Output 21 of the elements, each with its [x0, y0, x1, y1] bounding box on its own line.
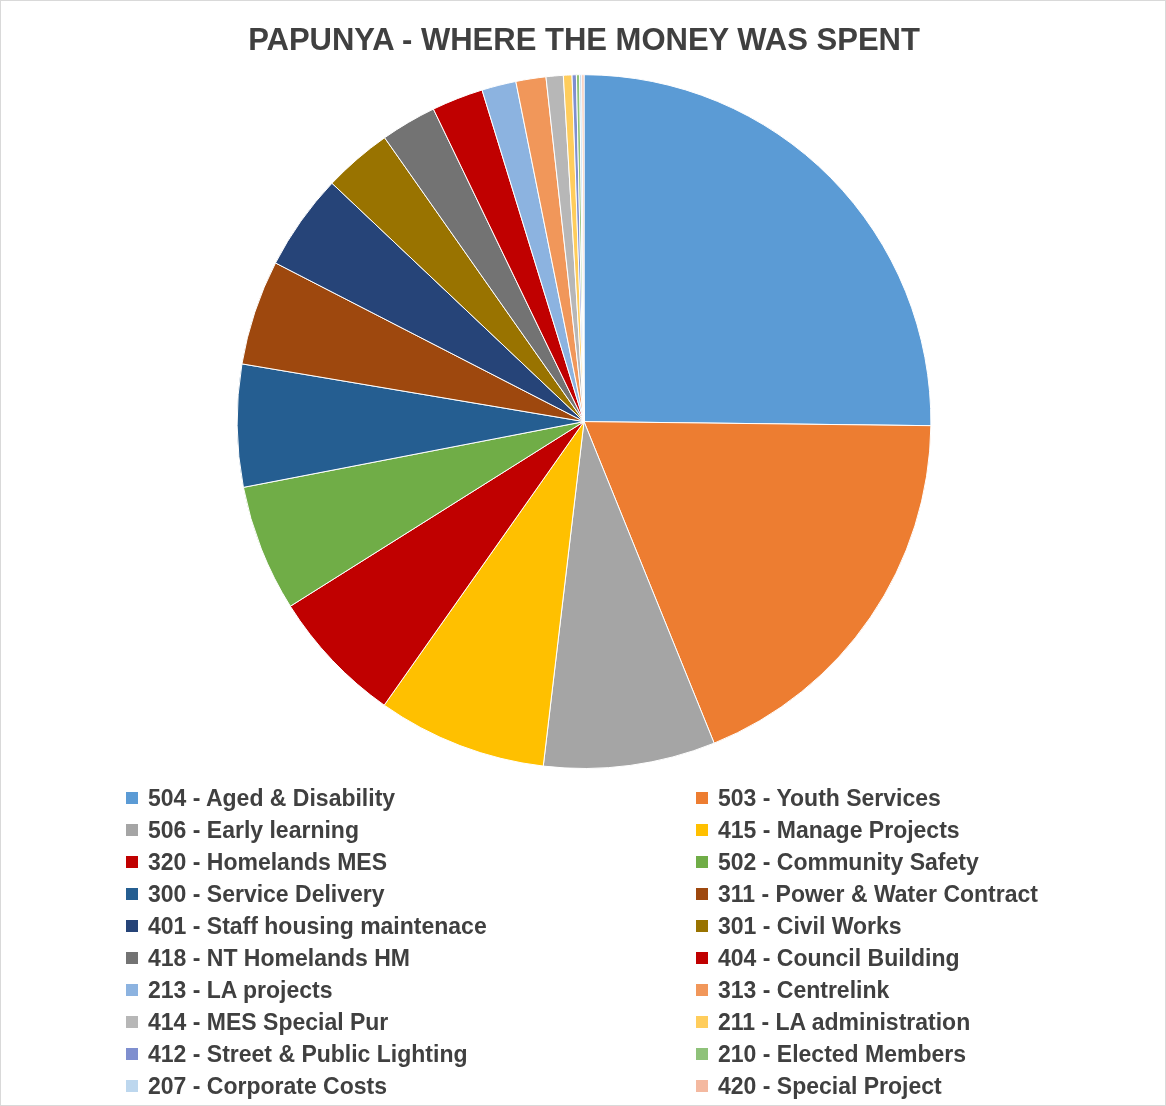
legend-label: 506 - Early learning	[148, 816, 359, 844]
legend-label: 404 - Council Building	[718, 944, 960, 972]
legend-label: 401 - Staff housing maintenace	[148, 912, 487, 940]
legend-label: 414 - MES Special Pur	[148, 1008, 389, 1036]
legend-label: 300 - Service Delivery	[148, 880, 385, 908]
legend-label: 320 - Homelands MES	[148, 848, 388, 876]
legend-label: 210 - Elected Members	[718, 1040, 967, 1068]
legend-label: 503 - Youth Services	[718, 784, 941, 812]
legend-label: 311 - Power & Water Contract	[718, 880, 1038, 908]
legend-label: 415 - Manage Projects	[718, 816, 960, 844]
legend-label: 420 - Special Project	[718, 1072, 942, 1100]
legend-label: 207 - Corporate Costs	[148, 1072, 388, 1100]
chart-title: PAPUNYA - WHERE THE MONEY WAS SPENT	[248, 22, 920, 58]
legend-label: 301 - Civil Works	[718, 912, 902, 940]
legend-label: 213 - LA projects	[148, 976, 333, 1004]
legend-label: 211 - LA administration	[718, 1008, 971, 1036]
legend-label: 412 - Street & Public Lighting	[148, 1040, 468, 1068]
legend-label: 418 - NT Homelands HM	[148, 944, 410, 972]
legend-label: 504 - Aged & Disability	[148, 784, 396, 812]
legend-label: 502 - Community Safety	[718, 848, 979, 876]
legend-label: 313 - Centrelink	[718, 976, 890, 1004]
